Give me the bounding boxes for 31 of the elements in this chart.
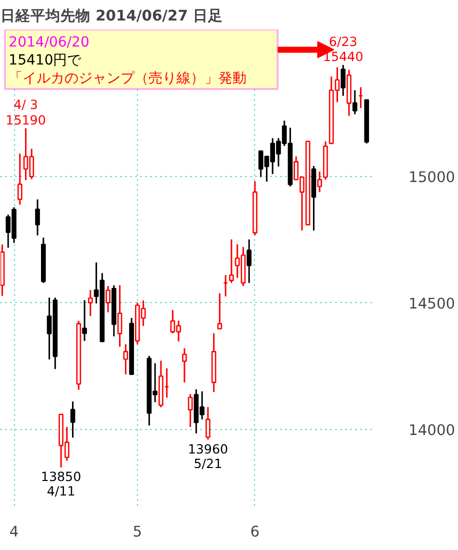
candlestick [106, 285, 110, 314]
candlestick [182, 348, 187, 384]
chart-title: 日経平均先物 2014/06/27 日足 [0, 8, 223, 24]
annotation: 4/ 3 15190 [6, 97, 46, 128]
annotation: 13850 4/11 [40, 469, 82, 499]
candlestick [82, 299, 87, 342]
annotation: 2014/06/20 [8, 34, 90, 50]
candlestick [188, 393, 193, 428]
candlestick [206, 406, 210, 440]
annotation: 6/23 15440 [322, 34, 364, 64]
candlestick [70, 400, 76, 438]
candlestick [352, 90, 358, 116]
candlestick [35, 198, 40, 236]
annotation: 13960 5/21 [188, 441, 228, 471]
candlestick [229, 238, 234, 284]
y-tick-label: 15000 [408, 168, 456, 186]
x-tick-label: 6 [250, 524, 260, 540]
candlestick [117, 284, 122, 348]
candlestick [88, 289, 93, 317]
candlestick [217, 292, 222, 330]
candlestick [340, 64, 346, 97]
y-tick-label: 14500 [408, 295, 456, 312]
annotation: 15410円で [8, 52, 82, 68]
x-tick-label: 5 [132, 524, 142, 540]
annotation: 「イルカのジャンプ（売り線）」発動 [8, 70, 247, 86]
y-tick-label: 14000 [408, 422, 456, 440]
candlestick [17, 152, 22, 206]
candlestick [123, 343, 128, 376]
candlestick [317, 170, 322, 193]
candlestick [246, 238, 252, 284]
x-tick-label: 4 [9, 524, 19, 540]
